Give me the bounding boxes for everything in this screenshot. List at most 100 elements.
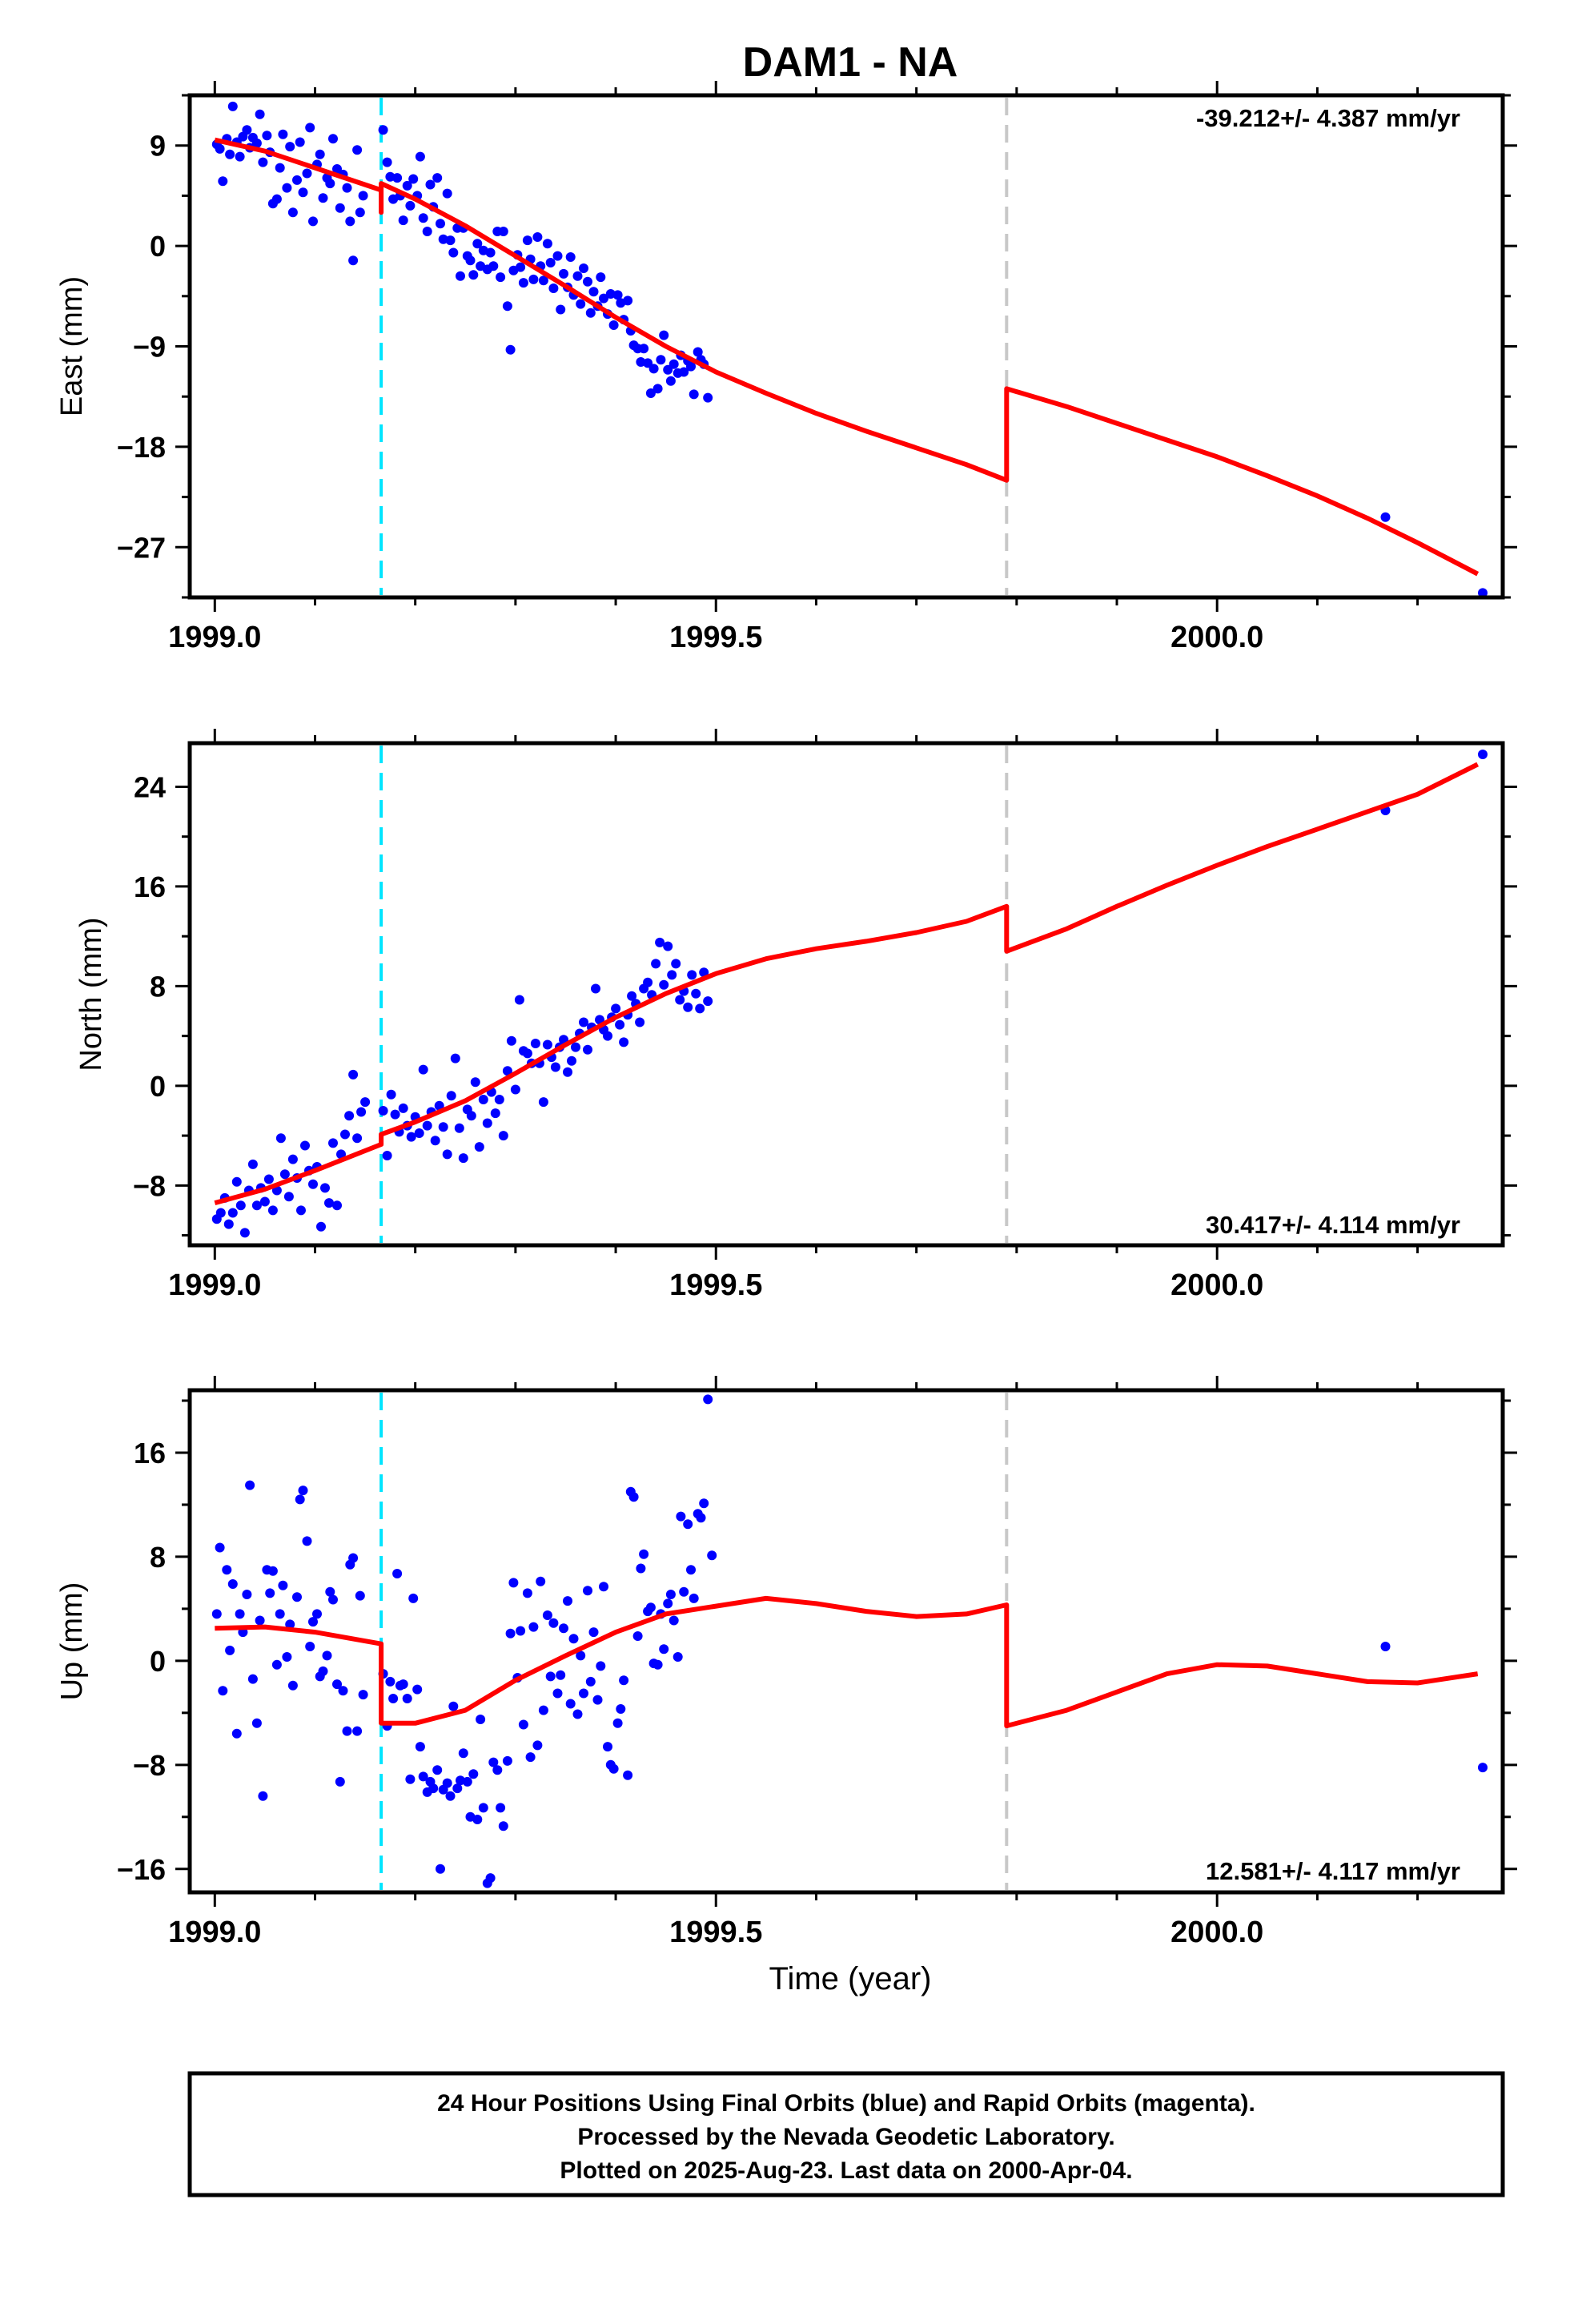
north-data-point bbox=[659, 979, 669, 990]
east-data-point bbox=[528, 274, 539, 284]
east-data-point bbox=[255, 109, 265, 119]
up-data-point bbox=[538, 1705, 548, 1715]
east-data-point bbox=[425, 179, 436, 190]
north-data-point bbox=[344, 1111, 355, 1121]
east-data-point bbox=[335, 203, 345, 213]
up-data-point bbox=[247, 1674, 258, 1684]
north-data-point bbox=[635, 1017, 645, 1027]
north-data-point bbox=[251, 1200, 262, 1211]
up-data-point bbox=[579, 1688, 588, 1699]
north-y-axis-title: North (mm) bbox=[74, 917, 108, 1071]
east-data-point bbox=[643, 358, 653, 368]
up-data-point bbox=[612, 1718, 623, 1728]
north-data-point bbox=[406, 1132, 416, 1142]
north-data-point bbox=[390, 1109, 400, 1120]
east-data-point bbox=[465, 255, 476, 266]
east-data-point bbox=[292, 175, 302, 185]
north-x-tick-label: 2000.0 bbox=[1170, 1269, 1263, 1302]
north-y-tick-label: 24 bbox=[134, 770, 166, 803]
east-data-point bbox=[382, 157, 392, 167]
north-data-point bbox=[514, 995, 524, 1005]
up-data-point bbox=[428, 1783, 439, 1794]
east-data-point bbox=[215, 143, 225, 154]
up-plot-frame bbox=[187, 1388, 1505, 1895]
east-data-point bbox=[542, 239, 552, 249]
north-data-point bbox=[336, 1149, 346, 1160]
east-data-point bbox=[342, 183, 352, 193]
north-data-point bbox=[470, 1077, 480, 1088]
up-data-point bbox=[408, 1593, 419, 1603]
up-data-point bbox=[492, 1765, 503, 1775]
up-data-point bbox=[485, 1873, 496, 1884]
east-data-point bbox=[348, 255, 359, 266]
footer-line-1: 24 Hour Positions Using Final Orbits (bl… bbox=[437, 2090, 1255, 2117]
up-data-point bbox=[583, 1586, 592, 1596]
up-data-point bbox=[699, 1498, 709, 1509]
up-data-point bbox=[398, 1679, 408, 1690]
up-x-tick-label: 2000.0 bbox=[1170, 1916, 1263, 1949]
up-data-point bbox=[478, 1803, 488, 1813]
up-data-point bbox=[227, 1579, 238, 1589]
up-data-point bbox=[302, 1536, 312, 1546]
east-data-point bbox=[392, 173, 403, 183]
east-data-point bbox=[278, 129, 288, 139]
up-data-point bbox=[545, 1671, 556, 1682]
north-x-tick-label: 1999.5 bbox=[669, 1269, 762, 1302]
up-data-point bbox=[452, 1783, 463, 1794]
up-data-point bbox=[576, 1651, 586, 1661]
up-data-point bbox=[565, 1699, 576, 1709]
north-data-point bbox=[328, 1138, 338, 1148]
east-data-point bbox=[251, 138, 262, 148]
east-data-point bbox=[522, 235, 532, 246]
north-data-point bbox=[474, 1142, 484, 1152]
north-data-point bbox=[348, 1069, 359, 1080]
east-y-tick-label: −18 bbox=[117, 431, 166, 464]
up-data-point bbox=[707, 1550, 717, 1561]
up-data-point bbox=[436, 1864, 445, 1874]
east-data-point bbox=[545, 258, 556, 267]
north-data-point bbox=[466, 1111, 476, 1121]
up-data-point bbox=[608, 1763, 619, 1774]
north-data-point bbox=[671, 959, 681, 969]
east-data-point bbox=[703, 392, 713, 403]
east-data-point bbox=[532, 232, 543, 242]
east-data-point bbox=[448, 247, 459, 258]
up-data-point bbox=[472, 1815, 483, 1824]
east-data-point bbox=[225, 149, 235, 159]
up-data-point bbox=[619, 1675, 629, 1686]
east-data-point bbox=[271, 194, 282, 204]
north-data-point bbox=[259, 1196, 270, 1207]
east-data-point bbox=[496, 272, 506, 283]
up-data-point bbox=[703, 1394, 713, 1405]
up-data-point bbox=[322, 1651, 332, 1661]
up-data-point bbox=[298, 1486, 308, 1496]
up-data-point bbox=[392, 1569, 403, 1578]
up-data-point bbox=[251, 1718, 262, 1728]
up-data-point bbox=[676, 1511, 686, 1522]
up-data-point bbox=[265, 1588, 275, 1598]
up-data-point bbox=[518, 1719, 528, 1730]
north-data-points bbox=[211, 750, 1488, 1238]
up-data-point bbox=[476, 1715, 486, 1724]
up-data-point bbox=[585, 1676, 596, 1687]
east-data-point bbox=[422, 227, 432, 236]
north-data-point bbox=[571, 1042, 580, 1052]
east-data-point bbox=[325, 179, 335, 189]
north-data-point bbox=[563, 1067, 572, 1077]
up-data-point bbox=[652, 1659, 663, 1670]
east-data-point bbox=[623, 296, 633, 306]
east-y-tick-label: −9 bbox=[133, 331, 166, 364]
up-data-point bbox=[1478, 1763, 1488, 1773]
up-data-point bbox=[458, 1748, 468, 1759]
up-data-point bbox=[572, 1709, 583, 1719]
north-data-point bbox=[332, 1200, 342, 1211]
north-data-point bbox=[619, 1037, 629, 1047]
east-data-point bbox=[445, 235, 456, 246]
east-y-tick-label: −27 bbox=[117, 531, 166, 564]
east-data-point bbox=[686, 361, 696, 372]
east-data-point bbox=[285, 142, 295, 152]
east-data-point bbox=[552, 251, 563, 261]
up-data-point bbox=[502, 1755, 512, 1766]
east-data-point bbox=[485, 247, 496, 258]
north-y-tick-label: −8 bbox=[133, 1169, 166, 1202]
